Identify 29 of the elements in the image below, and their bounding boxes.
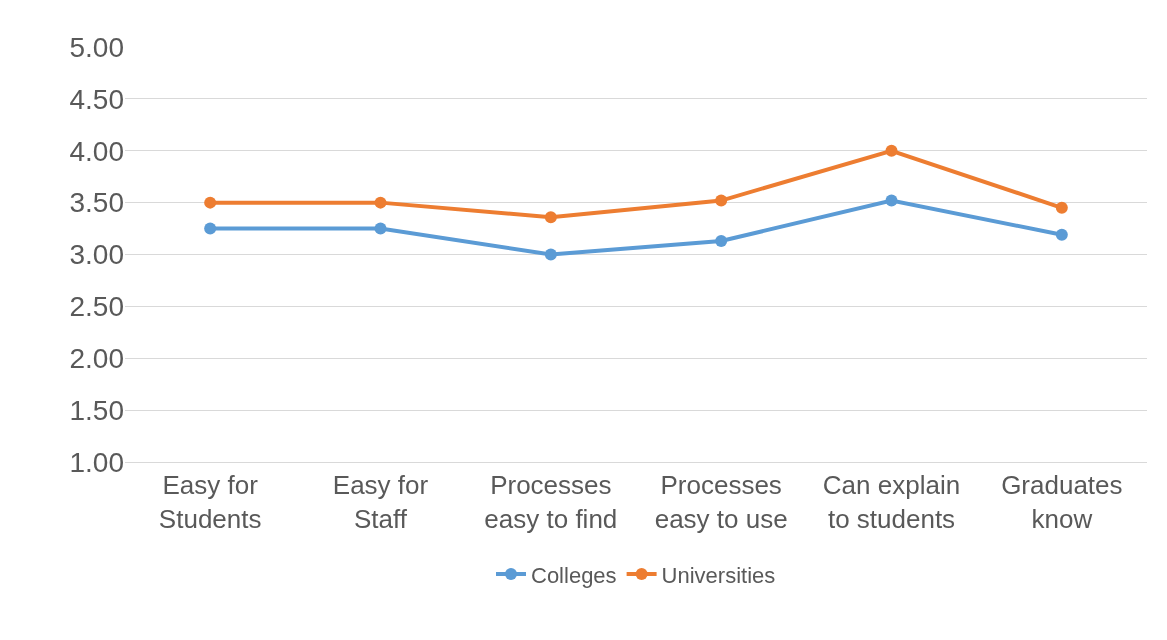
x-tick-label: Processes easy to use [654,470,788,534]
y-tick-label: 3.50 [69,187,124,219]
y-tick-label: 3.00 [69,239,124,271]
point [204,222,217,235]
y-tick-label: 1.50 [69,394,124,426]
x-tick-label: Easy for Students [158,470,262,534]
point [885,144,898,157]
x-tick-label: Graduates know [1001,470,1123,534]
y-tick-label: 1.00 [69,446,124,478]
y-tick-label: 4.50 [69,83,124,115]
y-tick-label: 2.00 [69,343,124,375]
point [544,211,557,224]
point [1055,201,1068,214]
y-tick-label: 4.00 [69,135,124,167]
y-tick-label: 2.50 [69,291,124,323]
legend-label: Colleges [531,562,617,588]
x-tick-label: Processes easy to find [484,470,618,534]
point [1055,228,1068,241]
point [374,222,387,235]
point [885,194,898,207]
y-tick-label: 5.00 [69,31,124,63]
point [374,196,387,209]
point [715,194,728,207]
point [544,248,557,261]
point [204,196,217,209]
x-tick-label: Easy for Staff [332,470,429,534]
x-tick-label: Can explain to students [822,470,961,534]
legend-label: Universities [661,562,776,588]
point [715,235,728,247]
